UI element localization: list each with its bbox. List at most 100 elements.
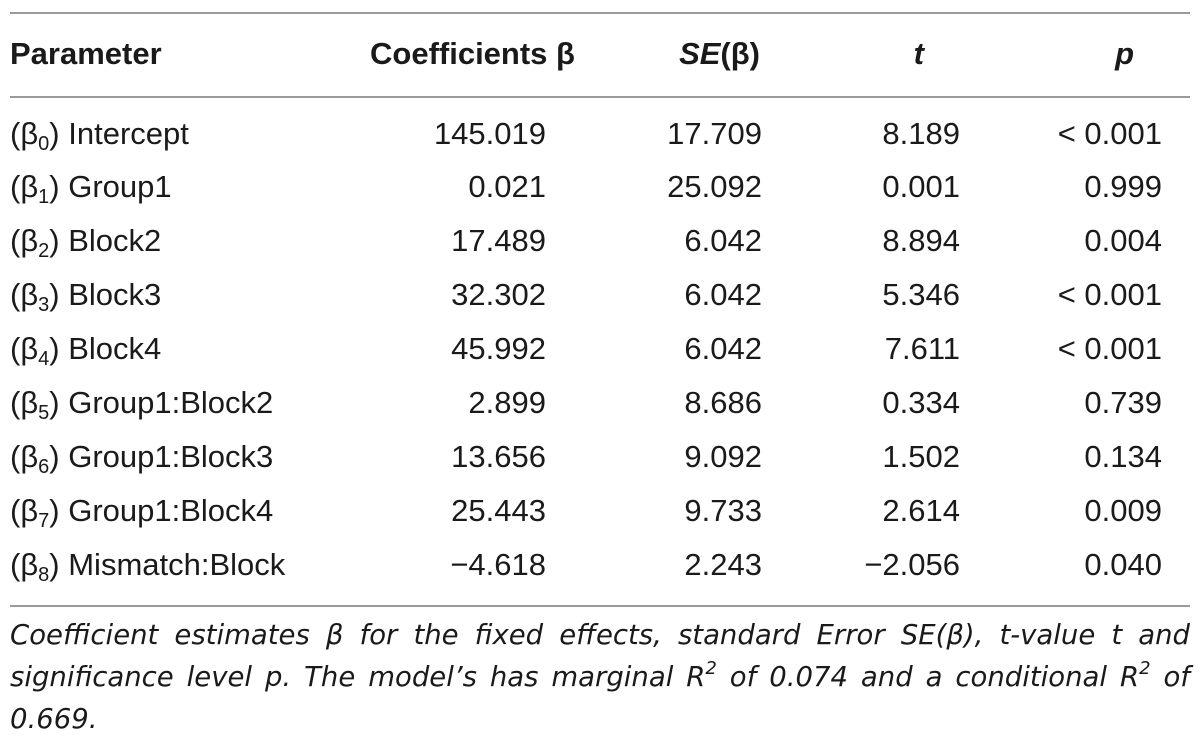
table-caption: Coefficient estimates β for the fixed ef…: [10, 614, 1190, 740]
cell-parameter: (β0) Intercept: [10, 116, 189, 155]
param-name: Intercept: [68, 116, 189, 151]
cell-se: 6.042: [684, 277, 762, 312]
header-coefficients: Coefficients β: [370, 12, 575, 96]
param-symbol: β: [20, 385, 39, 420]
cell-se: 8.686: [684, 385, 762, 420]
cell-t: 2.614: [882, 493, 960, 528]
cell-t: 8.894: [882, 223, 960, 258]
caption-text-2: of 0.074 and a conditional R: [716, 661, 1140, 693]
param-subscript: 1: [38, 186, 50, 208]
table-row: (β3) Block3 32.302 6.042 5.346 < 0.001: [10, 268, 1190, 322]
param-name: Block4: [68, 331, 162, 366]
param-subscript: 7: [38, 510, 50, 532]
param-symbol: β: [20, 116, 39, 151]
header-p: p: [1115, 36, 1134, 71]
cell-p: 0.004: [1084, 223, 1162, 258]
cell-p: < 0.001: [1057, 331, 1162, 366]
cell-t: −2.056: [864, 547, 960, 582]
table-row: (β2) Block2 17.489 6.042 8.894 0.004: [10, 214, 1190, 268]
cell-p: 0.739: [1084, 385, 1162, 420]
cell-p: 0.040: [1084, 547, 1162, 582]
cell-t: 7.611: [884, 331, 960, 366]
header-se-text: SE: [679, 36, 721, 71]
table-row: (β5) Group1:Block2 2.899 8.686 0.334 0.739: [10, 376, 1190, 430]
cell-coefficient: 145.019: [433, 116, 546, 151]
cell-parameter: (β8) Mismatch:Block: [10, 547, 286, 586]
param-subscript: 5: [38, 402, 50, 424]
cell-p: 0.009: [1084, 493, 1162, 528]
param-symbol: β: [20, 439, 39, 474]
param-subscript: 8: [38, 564, 50, 586]
param-name: Group1:Block2: [68, 385, 274, 420]
cell-parameter: (β6) Group1:Block3: [10, 439, 274, 478]
cell-coefficient: 45.992: [451, 331, 546, 366]
param-subscript: 0: [38, 133, 50, 155]
header-row: Parameter Coefficients β SE(β) t p: [10, 12, 1190, 96]
top-rule: [10, 12, 1190, 14]
param-name: Group1: [68, 169, 172, 204]
param-subscript: 3: [38, 294, 50, 316]
caption-text-3: of 0.669.: [10, 661, 1190, 735]
cell-parameter: (β7) Group1:Block4: [10, 493, 274, 532]
cell-t: 0.001: [882, 169, 960, 204]
param-symbol: β: [20, 223, 39, 258]
cell-coefficient: 17.489: [451, 223, 546, 258]
param-symbol: β: [20, 169, 39, 204]
table-row: (β1) Group1 0.021 25.092 0.001 0.999: [10, 160, 1190, 214]
header-se-symbol: (β): [720, 36, 760, 71]
cell-coefficient: 32.302: [451, 277, 546, 312]
cell-coefficient: 0.021: [468, 169, 546, 204]
table-row: (β6) Group1:Block3 13.656 9.092 1.502 0.134: [10, 430, 1190, 484]
cell-parameter: (β2) Block2: [10, 223, 162, 262]
caption-text-1: Coefficient estimates β for the fixed ef…: [10, 619, 1190, 693]
param-name: Mismatch:Block: [68, 547, 286, 582]
cell-parameter: (β5) Group1:Block2: [10, 385, 274, 424]
cell-se: 9.092: [684, 439, 762, 474]
param-subscript: 2: [38, 240, 50, 262]
param-name: Group1:Block4: [68, 493, 274, 528]
param-name: Group1:Block3: [68, 439, 274, 474]
param-symbol: β: [20, 493, 39, 528]
header-rule: [10, 96, 1190, 98]
cell-coefficient: −4.618: [450, 547, 546, 582]
coefficients-table: Parameter Coefficients β SE(β) t p (β0) …: [10, 12, 1190, 592]
cell-t: 5.346: [882, 277, 960, 312]
cell-se: 17.709: [667, 116, 762, 151]
caption-superscript-1: 2: [705, 658, 717, 679]
cell-p: 0.134: [1084, 439, 1162, 474]
cell-coefficient: 2.899: [468, 385, 546, 420]
cell-parameter: (β3) Block3: [10, 277, 162, 316]
header-parameter: Parameter: [10, 36, 162, 71]
cell-t: 8.189: [882, 116, 960, 151]
header-coefficients-symbol: β: [556, 36, 575, 71]
cell-t: 1.502: [882, 439, 960, 474]
cell-se: 6.042: [684, 331, 762, 366]
cell-se: 6.042: [684, 223, 762, 258]
cell-parameter: (β1) Group1: [10, 169, 172, 208]
cell-p: < 0.001: [1057, 277, 1162, 312]
cell-coefficient: 25.443: [451, 493, 546, 528]
param-subscript: 4: [38, 348, 50, 370]
cell-se: 2.243: [684, 547, 762, 582]
param-name: Block2: [68, 223, 162, 258]
param-name: Block3: [68, 277, 162, 312]
cell-p: 0.999: [1084, 169, 1162, 204]
param-subscript: 6: [38, 456, 50, 478]
table-row: (β8) Mismatch:Block −4.618 2.243 −2.056 0.04…: [10, 538, 1190, 592]
table-row: (β0) Intercept 145.019 17.709 8.189 < 0.001: [10, 96, 1190, 160]
table-row: (β7) Group1:Block4 25.443 9.733 2.614 0.009: [10, 484, 1190, 538]
param-symbol: β: [20, 277, 39, 312]
cell-coefficient: 13.656: [451, 439, 546, 474]
cell-se: 25.092: [667, 169, 762, 204]
cell-t: 0.334: [882, 385, 960, 420]
header-coefficients-text: Coefficients: [370, 36, 557, 71]
caption-superscript-2: 2: [1139, 658, 1151, 679]
cell-parameter: (β4) Block4: [10, 331, 162, 370]
cell-se: 9.733: [684, 493, 762, 528]
header-se: SE(β): [546, 12, 762, 96]
table-row: (β4) Block4 45.992 6.042 7.611 < 0.001: [10, 322, 1190, 376]
bottom-rule: [10, 605, 1190, 607]
cell-p: < 0.001: [1057, 116, 1162, 151]
header-t: t: [913, 36, 924, 71]
param-symbol: β: [20, 331, 39, 366]
